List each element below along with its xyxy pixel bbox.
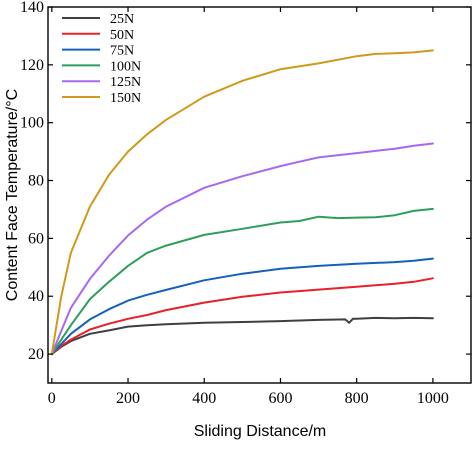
legend-label: 25N [110, 12, 134, 27]
legend-label: 75N [110, 44, 134, 59]
legend-label: 150N [110, 91, 141, 106]
y-tick-label: 80 [28, 173, 44, 190]
legend-label: 125N [110, 75, 141, 90]
series-line-75n [50, 257, 434, 356]
plot-frame [47, 6, 472, 384]
x-tick-label: 400 [192, 390, 216, 407]
y-axis-title: Content Face Temperature/°C [4, 89, 21, 301]
plot-lines [50, 49, 434, 356]
x-tick-label: 0 [48, 390, 56, 407]
legend-label: 100N [110, 59, 141, 74]
y-tick-label: 20 [28, 346, 44, 363]
tick-labels: 0 200 400 600 800 1000 20 40 60 80 100 120 140 [20, 0, 449, 407]
y-tick-label: 100 [20, 115, 44, 132]
series-line-100n [50, 207, 434, 356]
series-line-50n [50, 277, 434, 356]
legend-label: 50N [110, 28, 134, 43]
y-tick-label: 40 [28, 288, 44, 305]
axis-ticks [48, 6, 471, 383]
x-tick-label: 200 [116, 390, 140, 407]
x-tick-label: 800 [345, 390, 369, 407]
y-tick-label: 140 [20, 0, 44, 16]
series-line-25n [50, 316, 434, 356]
y-tick-label: 120 [20, 57, 44, 74]
x-axis-title: Sliding Distance/m [194, 423, 327, 440]
series-line-125n [50, 142, 434, 356]
series-line-150n [50, 49, 434, 356]
y-tick-label: 60 [28, 230, 44, 247]
x-tick-label: 1000 [417, 390, 449, 407]
x-tick-label: 600 [268, 390, 292, 407]
